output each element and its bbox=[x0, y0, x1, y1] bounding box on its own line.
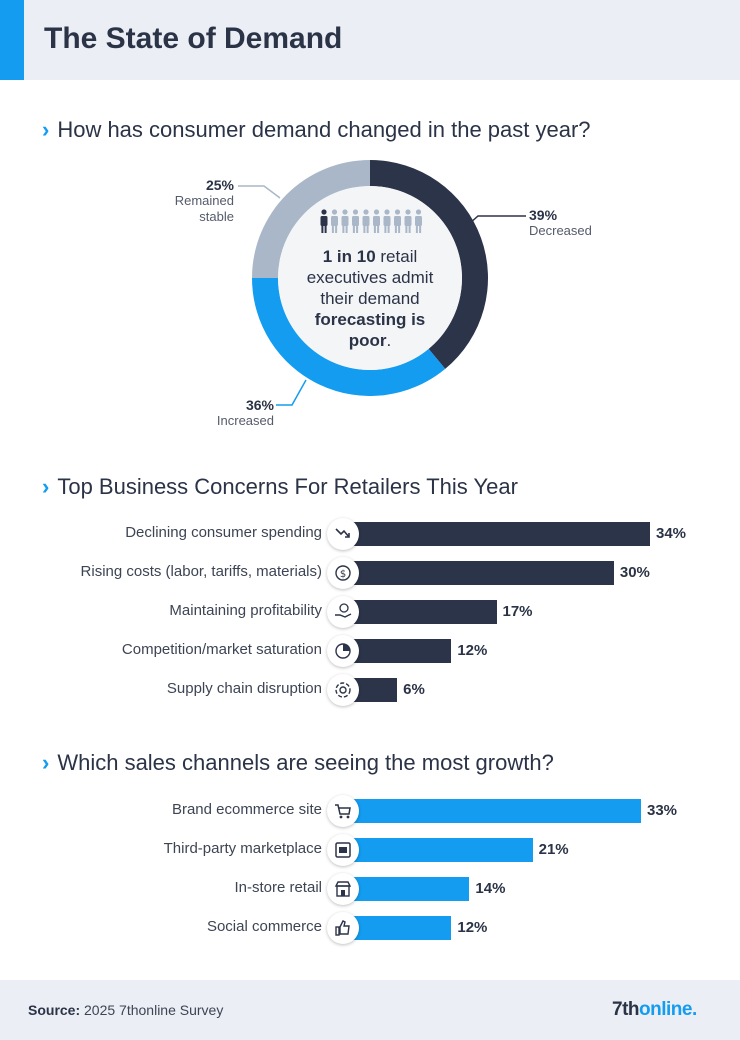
person-icon bbox=[415, 209, 422, 233]
center-stat-2: forecasting is poor bbox=[314, 310, 426, 350]
callout-increased: 36% Increased bbox=[200, 397, 274, 429]
svg-text:$: $ bbox=[340, 569, 346, 580]
person-icon bbox=[404, 209, 412, 233]
bar bbox=[343, 916, 452, 940]
chevron-right-icon: › bbox=[42, 474, 50, 499]
bar-value-label: 12% bbox=[457, 919, 488, 936]
page-title: The State of Demand bbox=[44, 22, 343, 55]
callout-decreased-value: 39% bbox=[529, 207, 558, 223]
source-label: Source: bbox=[28, 1002, 81, 1018]
bar bbox=[343, 877, 470, 901]
bar-label: Social commerce bbox=[206, 918, 322, 935]
person-icon bbox=[331, 209, 338, 233]
center-text-1: retail executives admit their demand bbox=[306, 247, 434, 308]
donut-slice-decreased bbox=[370, 160, 488, 369]
bar-label: Maintaining profitability bbox=[169, 602, 322, 619]
callout-increased-label: Increased bbox=[216, 413, 274, 428]
person-icon bbox=[352, 209, 359, 233]
source-note: Source: 2025 7thonline Survey bbox=[28, 1002, 223, 1018]
section-title-concerns: › Top Business Concerns For Retailers Thi… bbox=[42, 474, 518, 500]
callout-decreased: 39% Decreased bbox=[529, 207, 592, 239]
bar-value-label: 34% bbox=[656, 525, 687, 542]
section-title-demand: › How has consumer demand changed in the … bbox=[42, 117, 591, 143]
person-icon bbox=[341, 209, 349, 233]
bar bbox=[343, 561, 614, 585]
person-icon bbox=[394, 209, 401, 233]
bar-label: Rising costs (labor, tariffs, materials) bbox=[80, 563, 322, 580]
source-text: 2025 7thonline Survey bbox=[80, 1002, 224, 1018]
callout-decreased-label: Decreased bbox=[529, 223, 592, 238]
bar-label: Supply chain disruption bbox=[166, 680, 322, 697]
thumbs-up-icon bbox=[327, 912, 359, 944]
bar-label: Declining consumer spending bbox=[125, 524, 322, 541]
person-icon bbox=[383, 209, 391, 233]
callout-stable-value: 25% bbox=[205, 177, 234, 193]
donut-center-text: 1 in 10 retail executives admit their de… bbox=[292, 246, 448, 351]
bar-value-label: 6% bbox=[403, 681, 425, 698]
bar-value-label: 14% bbox=[475, 880, 506, 897]
person-icon bbox=[320, 209, 328, 233]
bar bbox=[343, 799, 641, 823]
bar-value-label: 33% bbox=[647, 802, 678, 819]
section-title-text: Which sales channels are seeing the most… bbox=[57, 750, 554, 775]
bar-value-label: 30% bbox=[619, 564, 650, 581]
section-title-text: How has consumer demand changed in the p… bbox=[57, 117, 591, 142]
bar-label: Competition/market saturation bbox=[121, 641, 322, 658]
center-stat: 1 in 10 bbox=[322, 247, 376, 266]
bar-value-label: 12% bbox=[457, 642, 488, 659]
section-title-channels: › Which sales channels are seeing the mos… bbox=[42, 750, 554, 776]
bar-value-label: 21% bbox=[538, 841, 569, 858]
gear-cycle-icon bbox=[327, 674, 359, 706]
bar bbox=[343, 838, 533, 862]
bar-value-label: 17% bbox=[502, 603, 533, 620]
bar bbox=[343, 522, 650, 546]
marketplace-icon bbox=[327, 834, 359, 866]
callout-stable-label-2: stable bbox=[199, 209, 234, 224]
cart-icon bbox=[327, 795, 359, 827]
logo-main: 7th bbox=[612, 999, 640, 1020]
pie-chart-icon bbox=[327, 635, 359, 667]
callout-increased-value: 36% bbox=[245, 397, 274, 413]
chevron-right-icon: › bbox=[42, 750, 50, 775]
header-bar: The State of Demand bbox=[0, 0, 740, 80]
donut-slice-remained-stable bbox=[252, 160, 370, 278]
person-icon bbox=[362, 209, 370, 233]
header-accent bbox=[0, 0, 24, 80]
callout-stable: 25% Remained stable bbox=[160, 177, 234, 225]
chevron-right-icon: › bbox=[42, 117, 50, 142]
footer: Source: 2025 7thonline Survey 7thonline. bbox=[0, 980, 740, 1040]
bar-label: Brand ecommerce site bbox=[171, 801, 322, 818]
person-icon bbox=[373, 209, 380, 233]
donut-slice-increased bbox=[252, 278, 446, 396]
brand-logo: 7thonline. bbox=[612, 999, 697, 1021]
logo-rest: online. bbox=[639, 999, 697, 1020]
trend-down-icon bbox=[327, 518, 359, 550]
bar-label: Third-party marketplace bbox=[163, 840, 322, 857]
center-text-2: . bbox=[386, 331, 392, 350]
dollar-cycle-icon: $ bbox=[327, 557, 359, 589]
bar bbox=[343, 639, 452, 663]
demand-donut-chart bbox=[252, 160, 488, 396]
section-title-text: Top Business Concerns For Retailers This… bbox=[57, 474, 518, 499]
hand-coin-icon bbox=[327, 596, 359, 628]
callout-stable-label-1: Remained bbox=[174, 193, 234, 208]
bar bbox=[343, 600, 497, 624]
bar-label: In-store retail bbox=[234, 879, 322, 896]
people-icons bbox=[320, 209, 422, 233]
storefront-icon bbox=[327, 873, 359, 905]
